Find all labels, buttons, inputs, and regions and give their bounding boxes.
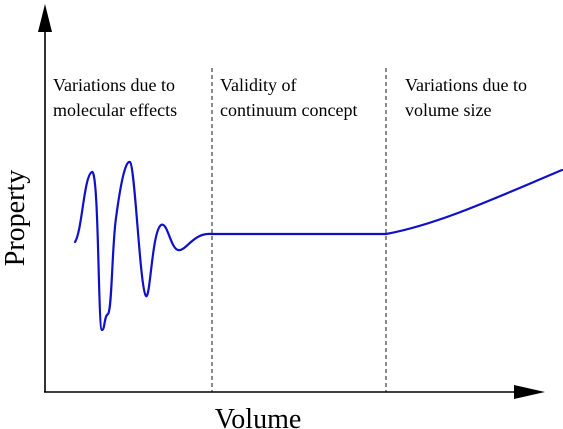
region-dividers xyxy=(211,68,387,392)
region-label-continuum-line2: continuum concept xyxy=(220,100,357,120)
region-label-molecular-line2: molecular effects xyxy=(53,100,177,120)
region-label-volume-size-line1: Variations due to xyxy=(405,75,527,95)
x-axis-arrowhead xyxy=(514,385,545,399)
y-axis-arrowhead xyxy=(38,4,52,32)
region-label-volume-size: Variations due to volume size xyxy=(405,75,531,120)
property-curve xyxy=(73,160,563,332)
axes xyxy=(38,4,545,399)
y-axis-label: Property xyxy=(0,170,31,266)
region-label-molecular-line1: Variations due to xyxy=(53,75,175,95)
region-label-volume-size-line2: volume size xyxy=(405,100,491,120)
region-label-continuum-line1: Validity of xyxy=(220,75,297,95)
region-label-molecular: Variations due to molecular effects xyxy=(53,75,179,120)
region-label-continuum: Validity of continuum concept xyxy=(220,75,357,120)
x-axis-label: Volume xyxy=(215,404,302,429)
